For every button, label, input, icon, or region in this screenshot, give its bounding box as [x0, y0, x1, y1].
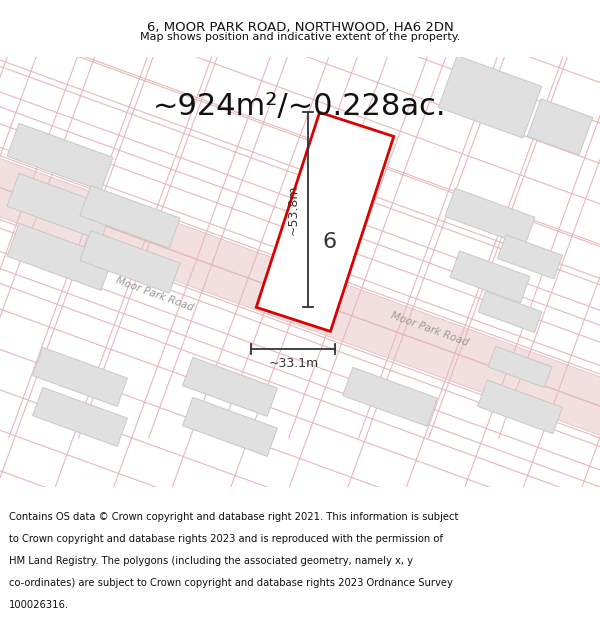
Polygon shape	[182, 398, 277, 456]
Polygon shape	[7, 123, 113, 191]
Polygon shape	[527, 99, 593, 155]
Text: Contains OS data © Crown copyright and database right 2021. This information is : Contains OS data © Crown copyright and d…	[9, 512, 458, 522]
Text: HM Land Registry. The polygons (including the associated geometry, namely x, y: HM Land Registry. The polygons (includin…	[9, 556, 413, 566]
Polygon shape	[488, 346, 552, 388]
Text: 6: 6	[323, 232, 337, 252]
Text: Map shows position and indicative extent of the property.: Map shows position and indicative extent…	[140, 32, 460, 43]
Text: 100026316.: 100026316.	[9, 600, 69, 610]
Polygon shape	[445, 188, 535, 246]
Polygon shape	[478, 291, 542, 332]
Text: co-ordinates) are subject to Crown copyright and database rights 2023 Ordnance S: co-ordinates) are subject to Crown copyr…	[9, 578, 453, 588]
Text: ~924m²/~0.228ac.: ~924m²/~0.228ac.	[153, 92, 447, 121]
Polygon shape	[439, 56, 542, 138]
Polygon shape	[32, 388, 127, 446]
Polygon shape	[80, 186, 180, 248]
Polygon shape	[32, 348, 127, 406]
Text: Moor Park Road: Moor Park Road	[390, 310, 470, 348]
Text: 6, MOOR PARK ROAD, NORTHWOOD, HA6 2DN: 6, MOOR PARK ROAD, NORTHWOOD, HA6 2DN	[146, 21, 454, 34]
Polygon shape	[497, 235, 562, 279]
Text: ~53.8m: ~53.8m	[287, 184, 299, 235]
Polygon shape	[256, 112, 394, 331]
Polygon shape	[80, 231, 180, 293]
Polygon shape	[478, 380, 562, 434]
Polygon shape	[450, 251, 530, 303]
Polygon shape	[7, 223, 113, 291]
Text: Moor Park Road: Moor Park Road	[115, 275, 195, 312]
Polygon shape	[7, 173, 113, 241]
Polygon shape	[0, 117, 600, 477]
Text: to Crown copyright and database rights 2023 and is reproduced with the permissio: to Crown copyright and database rights 2…	[9, 534, 443, 544]
Polygon shape	[343, 368, 437, 426]
Polygon shape	[182, 357, 277, 416]
Text: ~33.1m: ~33.1m	[268, 357, 319, 371]
